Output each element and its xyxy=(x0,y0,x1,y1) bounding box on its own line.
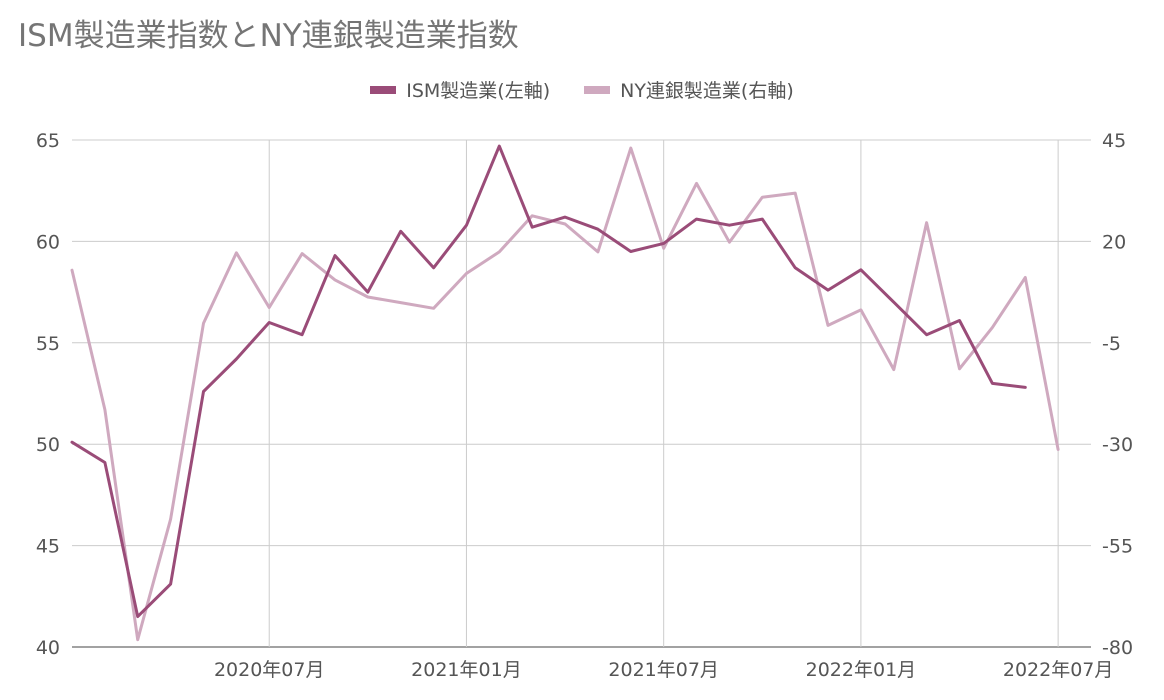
grid-lines xyxy=(72,139,1091,648)
legend-item-ism[interactable]: ISM製造業(左軸) xyxy=(370,76,550,103)
right-axis-tick-label: -30 xyxy=(1102,434,1133,456)
x-axis-tick-label: 2021年07月 xyxy=(608,659,719,681)
left-axis-tick-label: 40 xyxy=(36,637,60,659)
x-axis-tick-labels: 2020年07月 2021年01月 2021年07月 2022年01月 2022年07月 xyxy=(214,659,1113,681)
legend-label-ny-fed: NY連銀製造業(右軸) xyxy=(620,80,794,102)
left-axis-tick-label: 55 xyxy=(36,333,60,355)
left-axis-tick-label: 60 xyxy=(36,231,60,253)
left-axis-tick-label: 45 xyxy=(36,536,60,558)
x-axis-tick-label: 2021年01月 xyxy=(411,659,522,681)
legend-item-ny-fed[interactable]: NY連銀製造業(右軸) xyxy=(584,76,794,103)
right-axis-tick-label: 45 xyxy=(1102,130,1126,152)
series-line-ism xyxy=(70,144,1027,619)
left-axis-tick-labels: 65 60 55 50 45 40 xyxy=(36,130,60,659)
legend-swatch-ism xyxy=(370,85,397,94)
right-axis-tick-label: 20 xyxy=(1102,231,1126,253)
right-axis-tick-label: -80 xyxy=(1102,637,1133,659)
series-lines xyxy=(70,144,1060,642)
right-axis-tick-labels: 45 20 -5 -30 -55 -80 xyxy=(1102,130,1133,659)
x-axis-tick-label: 2022年07月 xyxy=(1003,659,1114,681)
legend: ISM製造業(左軸) NY連銀製造業(右軸) xyxy=(0,76,1164,103)
left-axis-tick-label: 65 xyxy=(36,130,60,152)
legend-swatch-ny-fed xyxy=(584,85,611,94)
right-axis-tick-label: -55 xyxy=(1102,536,1133,558)
chart-title: ISM製造業指数とNY連銀製造業指数 xyxy=(18,18,519,54)
x-axis-tick-label: 2022年01月 xyxy=(806,659,917,681)
legend-label-ism: ISM製造業(左軸) xyxy=(406,80,551,102)
left-axis-tick-label: 50 xyxy=(36,434,60,456)
series-line-ny-fed xyxy=(70,146,1060,642)
right-axis-tick-label: -5 xyxy=(1102,333,1121,355)
x-axis-tick-label: 2020年07月 xyxy=(214,659,325,681)
